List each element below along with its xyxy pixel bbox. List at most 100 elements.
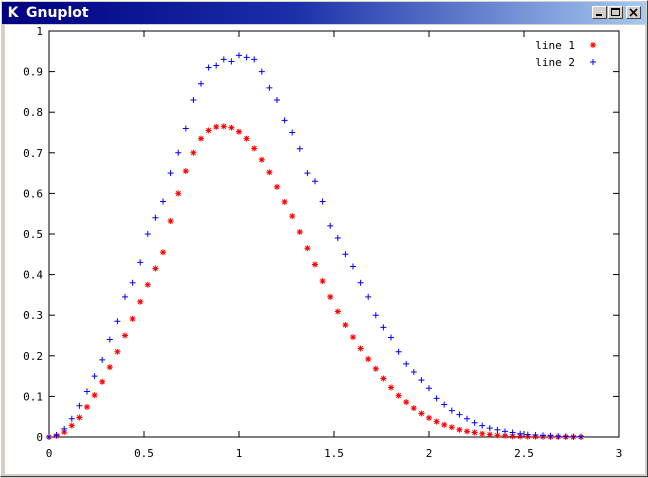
data-point bbox=[129, 279, 136, 286]
data-point bbox=[312, 261, 318, 268]
data-point bbox=[464, 415, 470, 422]
data-point bbox=[418, 377, 425, 384]
data-point bbox=[562, 433, 569, 440]
x-tick-label: 3 bbox=[616, 447, 623, 460]
y-tick-label: 0.3 bbox=[23, 309, 43, 322]
data-point bbox=[509, 429, 516, 436]
data-point bbox=[198, 80, 204, 87]
y-tick-label: 0.4 bbox=[23, 269, 43, 282]
data-point bbox=[91, 392, 98, 399]
data-point bbox=[403, 399, 410, 406]
data-point bbox=[319, 198, 326, 205]
data-point bbox=[479, 430, 486, 437]
title-bar[interactable]: K Gnuplot bbox=[2, 2, 646, 24]
data-point bbox=[433, 418, 440, 425]
data-point bbox=[380, 324, 387, 331]
data-point bbox=[289, 213, 296, 220]
data-point bbox=[99, 356, 106, 363]
data-point bbox=[555, 433, 562, 440]
data-point bbox=[76, 414, 83, 421]
data-point bbox=[578, 433, 584, 440]
y-tick-label: 1 bbox=[36, 25, 43, 38]
data-point bbox=[365, 293, 372, 300]
data-point bbox=[251, 56, 258, 63]
x-tick-label: 0 bbox=[46, 447, 53, 460]
data-point bbox=[175, 190, 182, 197]
data-point bbox=[304, 170, 311, 177]
data-point bbox=[106, 336, 113, 343]
data-point bbox=[76, 402, 83, 409]
data-point bbox=[68, 415, 75, 422]
data-point bbox=[464, 428, 470, 435]
data-point bbox=[160, 249, 166, 256]
plot-canvas: 0 0.5 1 1.5 2 2.5 3 0 0.1 0.2 0.3 0.4 0.5 0.6 0.7 0.8 0.… bbox=[5, 25, 645, 474]
data-point bbox=[152, 265, 159, 272]
data-point bbox=[456, 411, 463, 418]
maximize-button[interactable] bbox=[608, 6, 623, 19]
data-point bbox=[46, 434, 52, 440]
data-point bbox=[327, 222, 334, 229]
x-tick-label: 2.5 bbox=[514, 447, 534, 460]
data-point bbox=[251, 145, 258, 152]
data-point bbox=[152, 214, 159, 221]
data-point bbox=[426, 414, 432, 421]
y-tick-label: 0.5 bbox=[23, 228, 43, 241]
data-point bbox=[68, 422, 75, 429]
data-point bbox=[334, 235, 341, 242]
data-point bbox=[486, 431, 493, 438]
x-tick-label: 2 bbox=[426, 447, 433, 460]
data-point bbox=[479, 422, 486, 429]
data-point bbox=[236, 52, 242, 59]
data-point bbox=[502, 428, 508, 435]
data-point bbox=[388, 384, 394, 391]
data-point bbox=[243, 54, 250, 61]
data-point bbox=[494, 432, 501, 439]
data-point bbox=[296, 228, 303, 235]
data-point bbox=[220, 123, 227, 130]
series-2 bbox=[46, 52, 584, 440]
data-point bbox=[334, 308, 341, 315]
data-point bbox=[350, 334, 356, 341]
data-point bbox=[289, 129, 296, 136]
y-tick-label: 0.1 bbox=[23, 390, 43, 403]
data-point bbox=[357, 279, 364, 286]
data-point bbox=[198, 135, 204, 142]
data-point bbox=[236, 128, 242, 135]
data-point bbox=[190, 149, 197, 156]
data-point bbox=[312, 178, 318, 185]
close-button[interactable] bbox=[626, 6, 641, 19]
data-point bbox=[540, 432, 546, 439]
data-point bbox=[167, 218, 174, 225]
data-point bbox=[228, 124, 235, 131]
data-point bbox=[61, 429, 68, 436]
data-point bbox=[448, 407, 455, 414]
data-point bbox=[228, 58, 235, 65]
data-point bbox=[182, 168, 189, 175]
window-title: Gnuplot bbox=[26, 5, 89, 21]
data-point bbox=[524, 431, 531, 438]
data-point bbox=[448, 424, 455, 431]
data-point bbox=[258, 156, 265, 163]
data-point bbox=[213, 62, 220, 69]
legend-label: line 2 bbox=[535, 56, 575, 69]
data-point bbox=[220, 56, 227, 63]
data-point bbox=[502, 432, 508, 439]
data-point bbox=[129, 315, 136, 322]
minimize-button[interactable] bbox=[592, 6, 607, 19]
data-point bbox=[281, 117, 288, 124]
data-point bbox=[84, 403, 90, 410]
chart: 0 0.5 1 1.5 2 2.5 3 0 0.1 0.2 0.3 0.4 0.5 0.6 0.7 0.8 0.… bbox=[23, 25, 623, 460]
legend-marker bbox=[590, 42, 596, 48]
data-point bbox=[395, 392, 402, 399]
data-point bbox=[471, 419, 478, 426]
data-point bbox=[274, 183, 280, 190]
data-point bbox=[190, 97, 197, 104]
data-point bbox=[144, 281, 151, 288]
data-point bbox=[388, 334, 394, 341]
data-point bbox=[410, 369, 417, 376]
data-point bbox=[266, 169, 273, 176]
y-tick-label: 0.7 bbox=[23, 147, 43, 160]
data-point bbox=[304, 245, 311, 252]
legend-marker bbox=[590, 59, 596, 65]
k-icon[interactable]: K bbox=[7, 5, 19, 21]
